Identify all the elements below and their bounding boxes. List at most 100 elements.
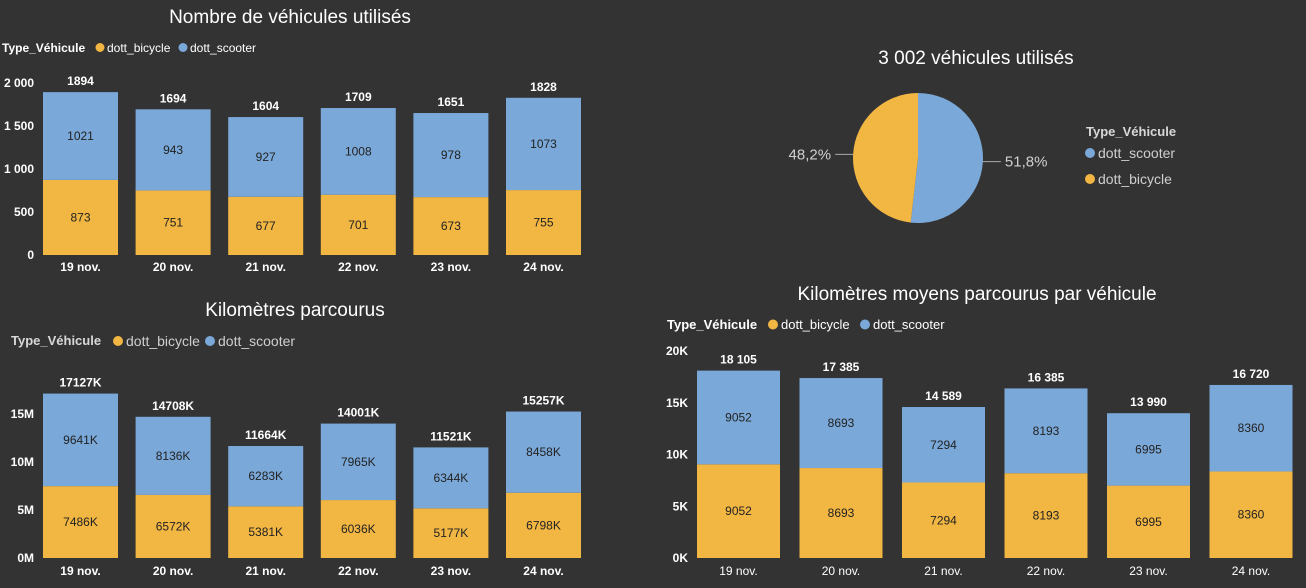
- bar-segment-dott-bicycle[interactable]: [320, 500, 396, 558]
- pie-data-label: 48,2%: [789, 146, 832, 163]
- data-label: 7486K: [63, 515, 98, 529]
- chart1-title: Nombre de véhicules utilisés: [169, 7, 411, 28]
- chart4-plot: 0K 5K 10K 15K 20K 9052 9052 18 105 19 nov. 8693 86…: [666, 344, 1293, 578]
- data-label: 6283K: [248, 469, 283, 483]
- bar-segment-dott-scooter[interactable]: [135, 416, 211, 495]
- y-tick-label: 500: [14, 205, 34, 219]
- bar-segment-dott-scooter[interactable]: [506, 411, 581, 493]
- chart2-legend-scooter-dot: [1085, 148, 1095, 158]
- y-tick-label: 5K: [673, 499, 689, 513]
- total-label: 16 720: [1233, 367, 1270, 381]
- bar-segment-dott-scooter[interactable]: [320, 423, 396, 501]
- bar-segment-dott-bicycle[interactable]: [697, 464, 780, 558]
- bar-segment-dott-scooter[interactable]: [506, 97, 581, 191]
- data-label: 7294: [930, 513, 957, 527]
- data-label: 9641K: [63, 433, 98, 447]
- bar-segment-dott-bicycle[interactable]: [228, 506, 304, 558]
- total-label: 14 589: [925, 389, 962, 403]
- data-label: 9052: [725, 504, 752, 518]
- bar-segment-dott-scooter[interactable]: [799, 378, 883, 469]
- total-label: 1694: [160, 91, 187, 105]
- bar-segment-dott-bicycle[interactable]: [799, 468, 883, 558]
- data-label: 751: [163, 216, 183, 230]
- data-label: 1073: [530, 137, 557, 151]
- data-label: 8136K: [156, 449, 191, 463]
- bar-segment-dott-scooter[interactable]: [1004, 388, 1088, 474]
- bar-segment-dott-scooter[interactable]: [228, 446, 304, 507]
- chart3-legend-scooter-dot: [205, 336, 215, 346]
- bar-segment-dott-scooter[interactable]: [1209, 384, 1293, 472]
- bar-segment-dott-bicycle[interactable]: [1004, 473, 1088, 558]
- bar-segment-dott-bicycle[interactable]: [1209, 471, 1293, 558]
- bar-segment-dott-scooter[interactable]: [413, 447, 489, 509]
- y-tick-label: 0M: [17, 551, 34, 565]
- data-label: 8693: [828, 506, 855, 520]
- chart2-legend-bicycle-dot: [1085, 174, 1095, 184]
- bar-segment-dott-scooter[interactable]: [228, 117, 304, 197]
- data-label: 873: [70, 210, 90, 224]
- x-tick-label: 22 nov.: [1027, 564, 1065, 578]
- bar-segment-dott-scooter[interactable]: [697, 370, 780, 465]
- y-tick-label: 10K: [666, 448, 688, 462]
- data-label: 8360: [1238, 421, 1265, 435]
- bar-segment-dott-bicycle[interactable]: [135, 494, 211, 558]
- x-tick-label: 19 nov.: [60, 564, 100, 578]
- bar-segment-dott-scooter[interactable]: [902, 407, 985, 483]
- data-label: 1021: [67, 129, 94, 143]
- chart3-plot: 0M 5M 10M 15M 7486K 9641K 17127K 19 nov. 6572K 81…: [11, 376, 581, 578]
- chart2-legend-scooter: dott_scooter: [1098, 145, 1175, 161]
- bar-segment-dott-bicycle[interactable]: [43, 486, 118, 558]
- data-label: 755: [533, 216, 553, 230]
- total-label: 15257K: [522, 394, 564, 408]
- pie-slice-dott-scooter[interactable]: [910, 93, 983, 223]
- x-tick-label: 20 nov.: [153, 564, 193, 578]
- x-tick-label: 22 nov.: [338, 260, 378, 274]
- data-label: 9052: [725, 410, 752, 424]
- chart1-plot: 0 500 1 000 1 500 2 000 873 1021 1894 19 nov. 751…: [4, 74, 581, 274]
- y-tick-label: 1 500: [4, 119, 34, 133]
- bar-segment-dott-bicycle[interactable]: [506, 492, 581, 558]
- y-tick-label: 15K: [666, 396, 688, 410]
- chart4-legend-title: Type_Véhicule: [667, 317, 757, 332]
- x-tick-label: 23 nov.: [431, 260, 471, 274]
- bar-segment-dott-bicycle[interactable]: [413, 508, 489, 558]
- x-tick-label: 21 nov.: [245, 564, 285, 578]
- chart3-legend-bicycle: dott_bicycle: [126, 333, 200, 349]
- bar-segment-dott-scooter[interactable]: [1107, 413, 1190, 486]
- data-label: 927: [256, 150, 276, 164]
- total-label: 1828: [530, 80, 557, 94]
- bar-segment-dott-bicycle[interactable]: [320, 194, 396, 255]
- data-label: 6036K: [341, 522, 376, 536]
- chart2-legend-bicycle: dott_bicycle: [1098, 171, 1172, 187]
- bar-segment-dott-scooter[interactable]: [413, 113, 489, 198]
- data-label: 5177K: [434, 526, 469, 540]
- chart2-title: 3 002 véhicules utilisés: [878, 48, 1073, 69]
- data-label: 7294: [930, 438, 957, 452]
- x-tick-label: 24 nov.: [1232, 564, 1270, 578]
- y-tick-label: 0K: [673, 551, 689, 565]
- bar-segment-dott-bicycle[interactable]: [228, 196, 304, 255]
- bar-segment-dott-bicycle[interactable]: [413, 197, 489, 255]
- data-label: 8458K: [526, 445, 561, 459]
- data-label: 8193: [1033, 424, 1060, 438]
- x-tick-label: 23 nov.: [1129, 564, 1167, 578]
- bar-segment-dott-bicycle[interactable]: [43, 179, 118, 255]
- total-label: 16 385: [1028, 370, 1065, 384]
- chart3-legend-scooter: dott_scooter: [218, 333, 295, 349]
- bar-segment-dott-bicycle[interactable]: [1107, 485, 1190, 558]
- chart4-legend-bicycle-dot: [768, 319, 778, 330]
- bar-segment-dott-bicycle[interactable]: [506, 190, 581, 255]
- chart2-legend-title: Type_Véhicule: [1086, 124, 1176, 139]
- total-label: 18 105: [720, 353, 757, 367]
- bar-segment-dott-scooter[interactable]: [320, 108, 396, 195]
- pie-slice-dott-bicycle[interactable]: [852, 93, 918, 223]
- bar-segment-dott-scooter[interactable]: [43, 92, 118, 180]
- bar-segment-dott-bicycle[interactable]: [902, 482, 985, 558]
- data-label: 6995: [1135, 442, 1162, 456]
- bar-segment-dott-bicycle[interactable]: [135, 190, 211, 255]
- bar-segment-dott-scooter[interactable]: [135, 109, 211, 191]
- x-tick-label: 20 nov.: [153, 260, 193, 274]
- total-label: 13 990: [1130, 395, 1167, 409]
- bar-segment-dott-scooter[interactable]: [43, 393, 118, 487]
- x-tick-label: 20 nov.: [822, 564, 860, 578]
